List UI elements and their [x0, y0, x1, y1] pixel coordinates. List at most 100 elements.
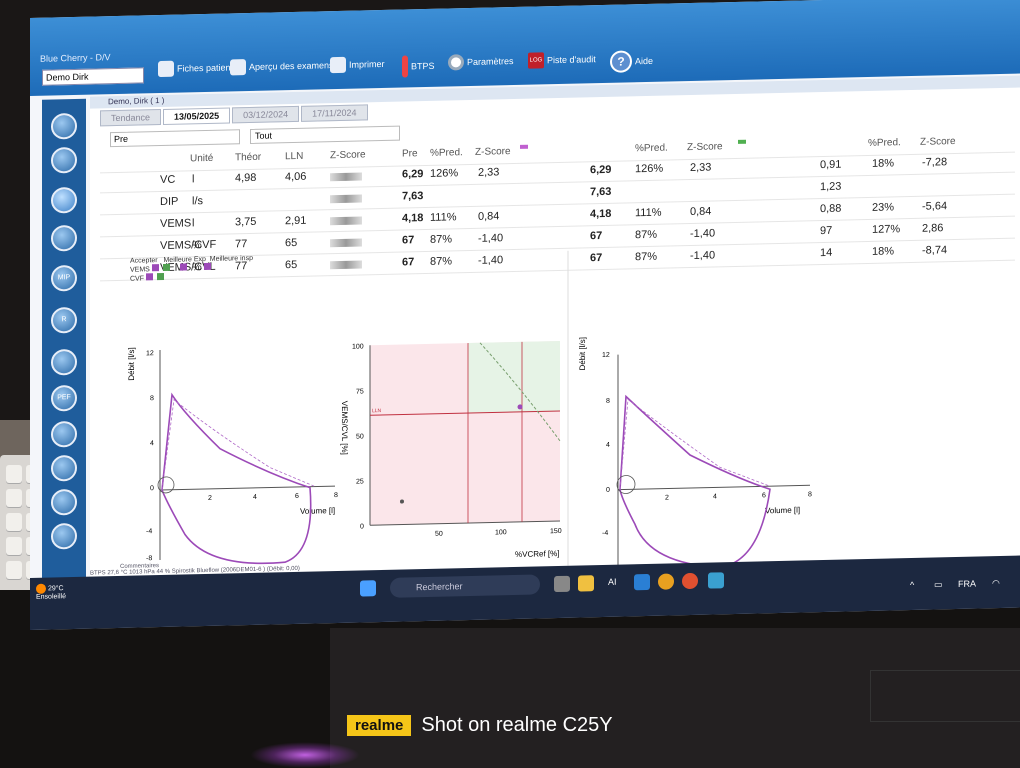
tab-date-2[interactable]: 03/12/2024	[232, 105, 300, 124]
plot3-ytick-12: 12	[602, 352, 610, 359]
cell-b-pred: 126%	[635, 162, 664, 176]
cell-pre: 6,29	[402, 168, 424, 181]
plot3-xtick-4: 4	[713, 493, 717, 500]
cell-theor: 3,75	[235, 215, 257, 229]
plot1-xtick-6: 6	[295, 493, 299, 500]
laptop-port	[870, 670, 1020, 722]
zscore-bar	[330, 216, 362, 226]
plot3-predicted-curve	[619, 398, 771, 490]
cell-unit: %	[192, 239, 202, 252]
sidebar-tool-icon-2[interactable]	[51, 454, 77, 482]
cell-b-pred: 87%	[635, 228, 658, 242]
sidebar-pef-icon[interactable]: PEF	[51, 384, 77, 412]
cell-z: 0,84	[478, 210, 500, 223]
laptop-screen: Blue Cherry - D/V Demo Dirk Fiches patie…	[30, 0, 1020, 631]
cell-c-val: 0,91	[820, 158, 842, 172]
taskbar-search[interactable]: Rechercher	[390, 574, 540, 598]
flow-volume-plot-2: Débit [l/s] Volume [l] 12 8 4 0 -4 -8 2 …	[567, 250, 812, 577]
sidebar-lungs-icon[interactable]	[51, 348, 77, 376]
header-zscore-c: Z-Score	[920, 135, 956, 148]
cell-pred: 111%	[430, 211, 457, 224]
windows-start-icon[interactable]	[360, 580, 376, 597]
cell-pred: 126%	[430, 167, 459, 180]
date-tabs: Tendance 13/05/2025 03/12/2024 17/11/202…	[100, 104, 370, 127]
exam-preview-button[interactable]: Aperçu des examens	[230, 57, 334, 76]
plot2-xtick-50: 50	[435, 531, 443, 538]
sidebar-r-icon[interactable]: R	[51, 306, 77, 334]
help-icon: ?	[610, 50, 632, 73]
cell-pred: 87%	[430, 233, 453, 246]
sidebar-flow-icon[interactable]	[51, 186, 77, 214]
plot2-xtick-100: 100	[495, 529, 507, 536]
plot3-start-marker	[616, 475, 636, 494]
settings-button[interactable]: Paramètres	[448, 53, 514, 71]
zscore-bar	[330, 238, 362, 248]
ai-icon[interactable]: AI	[608, 576, 617, 587]
plot3-ytick-8: 8	[606, 398, 610, 405]
sidebar-tool-icon[interactable]	[51, 420, 77, 448]
watermark-text: Shot on realme C25Y	[421, 713, 613, 736]
tab-date-3[interactable]: 17/11/2024	[301, 104, 368, 122]
main-panel: Demo, Dirk ( 1 ) Tendance 13/05/2025 03/…	[90, 75, 1020, 597]
sidebar-tool-icon-3[interactable]	[51, 488, 77, 516]
header-zscore: Z-Score	[330, 149, 366, 162]
plot3-ytick-4: 4	[606, 442, 610, 449]
series-marker-pre	[520, 144, 528, 149]
btps-button[interactable]: BTPS	[402, 55, 435, 78]
sidebar-tool-icon-4[interactable]	[51, 522, 77, 550]
cell-pre: 67	[402, 234, 415, 247]
file-explorer-icon[interactable]	[578, 575, 594, 592]
wifi-icon[interactable]: ◠	[992, 577, 1000, 589]
header-pre: Pre	[402, 148, 418, 160]
tab-date-1[interactable]: 13/05/2025	[163, 107, 231, 125]
plot2-ylabel: VEMS/CVL [%]	[340, 401, 349, 455]
cell-b-val: 7,63	[590, 185, 612, 199]
cell-c-pred: 23%	[872, 201, 895, 214]
cell-theor: 77	[235, 238, 248, 251]
firefox-icon[interactable]	[682, 572, 698, 590]
header-pred-b: %Pred.	[635, 142, 668, 155]
test-filter-dropdown[interactable]: Pre	[110, 129, 240, 148]
app-icon[interactable]	[708, 572, 724, 589]
tray-app-icon[interactable]: ▭	[934, 579, 943, 590]
chrome-icon[interactable]	[658, 573, 674, 590]
patient-dropdown[interactable]: Demo Dirk	[42, 67, 144, 86]
plots-area: Accepter Meilleure Exp Meilleure insp VE…	[90, 236, 1020, 597]
plot1-xtick-8: 8	[334, 492, 338, 499]
sidebar-mip-icon[interactable]: MIP	[51, 264, 77, 292]
sidebar-spirometry-icon[interactable]	[51, 146, 77, 174]
plot2-ytick-0: 0	[360, 523, 364, 530]
watermark-brand: realme	[347, 714, 412, 736]
task-view-icon[interactable]	[554, 575, 570, 593]
header-pred: %Pred.	[430, 147, 463, 159]
sidebar-test-icon[interactable]	[51, 224, 77, 252]
tray-chevron-icon[interactable]: ^	[910, 579, 915, 591]
printer-icon	[330, 56, 346, 74]
cell-z: 2,33	[478, 166, 500, 179]
outlook-icon[interactable]	[634, 573, 650, 591]
print-button[interactable]: Imprimer	[330, 56, 385, 74]
plot2-point-current	[517, 404, 523, 410]
scope-filter-dropdown[interactable]: Tout	[250, 125, 400, 145]
plot1-ytick-0: 0	[150, 485, 154, 492]
plot2-ytick-100: 100	[352, 343, 364, 350]
cell-lln: 65	[285, 236, 298, 250]
audit-trail-button[interactable]: LOG Piste d'audit	[528, 51, 596, 69]
left-sidebar: MIP R PEF	[42, 98, 86, 600]
cell-b-val: 67	[590, 230, 603, 243]
language-indicator[interactable]: FRA	[958, 578, 976, 589]
weather-widget[interactable]: 29°C Ensoleillé	[36, 583, 66, 601]
plot1-ytick-m4: -4	[146, 528, 152, 535]
thermometer-icon	[402, 55, 408, 78]
plot1-predicted-curve	[161, 398, 316, 491]
sun-icon	[36, 583, 46, 594]
plot2-xlabel: %VCRef [%]	[515, 549, 559, 559]
help-button[interactable]: ? Aide	[610, 50, 653, 73]
zscore-bar	[330, 172, 362, 182]
cell-pre: 7,63	[402, 190, 424, 203]
sidebar-home-icon[interactable]	[51, 112, 77, 140]
patient-files-button[interactable]: Fiches patient	[158, 59, 233, 78]
cell-unit: l	[192, 217, 195, 230]
tab-trend[interactable]: Tendance	[100, 109, 162, 127]
plot2-ytick-75: 75	[356, 388, 364, 395]
